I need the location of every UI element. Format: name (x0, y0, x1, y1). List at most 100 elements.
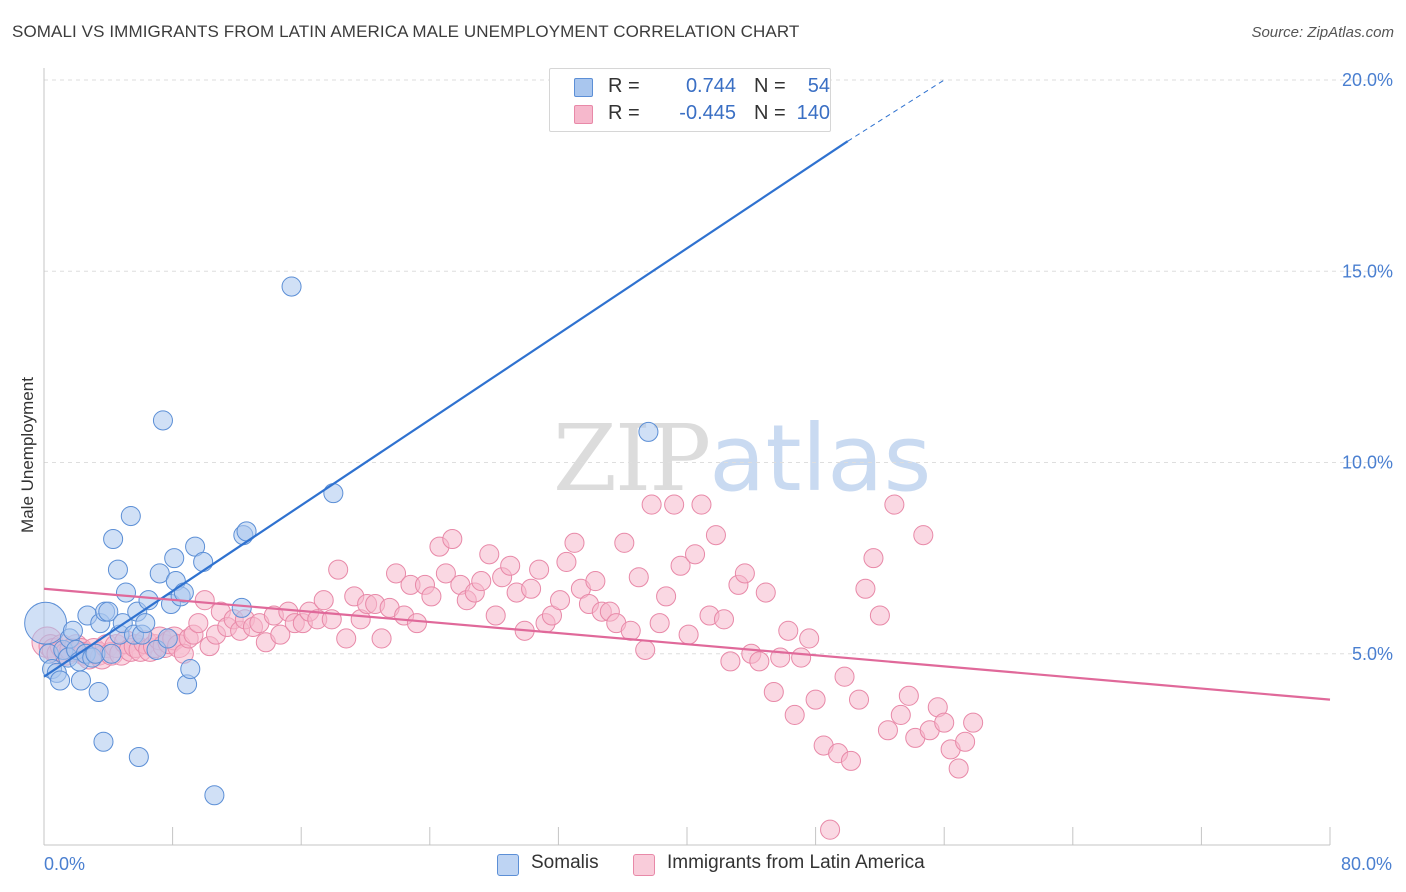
somali-point (157, 628, 178, 649)
latin-america-point (328, 559, 349, 580)
latin-america-point (691, 494, 712, 515)
somali-point (204, 785, 225, 806)
latin-america-point (784, 704, 805, 725)
legend-n-label: N = (754, 102, 786, 124)
latin-america-point (913, 525, 934, 546)
latin-america-point (556, 551, 577, 572)
latin-america-point (734, 563, 755, 584)
somali-point (88, 681, 109, 703)
somali-point (101, 643, 122, 664)
latin-america-point (471, 571, 492, 592)
latin-america-point (485, 605, 506, 626)
latin-america-point (685, 544, 706, 565)
series-label-somalis: Somalis (531, 852, 599, 873)
latin-america-point (641, 494, 662, 515)
latin-america-point (614, 532, 635, 553)
chart-title: SOMALI VS IMMIGRANTS FROM LATIN AMERICA … (12, 22, 800, 41)
somali-trend-line (43, 140, 849, 678)
somali-point (93, 731, 114, 752)
latin-america-point (848, 689, 870, 710)
latin-america-point (188, 613, 209, 634)
grid-lines (44, 79, 1378, 655)
latin-america-point (869, 605, 890, 626)
latin-america-point (620, 620, 641, 641)
somali-point (50, 670, 71, 691)
latin-america-point (500, 555, 521, 576)
somali-point (70, 670, 91, 691)
watermark-zip: ZIP (553, 405, 711, 512)
latin-america-point (194, 590, 215, 611)
latin-america-point (521, 578, 542, 599)
somali-point (164, 548, 185, 569)
legend-swatch-somalis (574, 78, 593, 97)
tick-labels: 5.0% 10.0% 15.0% 20.0% 0.0% 80.0% (44, 70, 1393, 874)
somali-point (281, 276, 302, 297)
latin-america-point (713, 609, 734, 630)
latin-america-point (270, 624, 291, 645)
latin-america-point (313, 590, 334, 611)
latin-america-point (435, 563, 456, 584)
series-legend: Somalis Immigrants from Latin America (0, 852, 1406, 878)
latin-america-point (934, 712, 955, 733)
latin-america-point (855, 578, 876, 599)
latin-america-point (955, 731, 976, 752)
somali-point (149, 563, 170, 584)
latin-america-point (877, 720, 898, 741)
watermark-atlas: atlas (709, 405, 932, 512)
latin-america-point (386, 563, 407, 584)
latin-america-point (421, 586, 442, 607)
series-label-latin-america: Immigrants from Latin America (667, 852, 925, 873)
latin-america-point (763, 681, 784, 703)
latin-america-point (898, 685, 919, 706)
latin-america-points (31, 494, 984, 840)
somali-point (107, 559, 128, 580)
latin-america-point (336, 628, 357, 649)
latin-america-point (670, 555, 691, 576)
y-axis-label: Male Unemployment (18, 377, 37, 533)
y-tick-label: 10.0% (1342, 453, 1393, 473)
somali-point (128, 747, 149, 768)
legend-r-label: R = (608, 102, 640, 124)
latin-america-point (406, 613, 427, 634)
latin-america-point (755, 582, 776, 603)
somali-point (103, 528, 124, 550)
latin-america-point (479, 544, 500, 565)
latin-america-point (834, 666, 855, 687)
somali-point (231, 597, 252, 618)
somali-point (62, 620, 83, 641)
legend-n-value: 140 (796, 102, 830, 124)
somali-trend-extension (847, 79, 945, 142)
latin-america-point (820, 819, 841, 840)
latin-america-point (705, 525, 726, 546)
series-swatch-latin-america (633, 854, 655, 876)
latin-america-point (863, 548, 884, 569)
legend-swatch-latin-america (574, 105, 593, 124)
somali-point (120, 506, 141, 527)
latin-america-point (778, 620, 799, 641)
legend-r-value: -0.445 (679, 102, 736, 124)
chart-source: Source: ZipAtlas.com (1251, 24, 1394, 41)
legend-n-value: 54 (807, 75, 830, 97)
latin-america-point (840, 750, 861, 771)
latin-america-point (884, 494, 905, 515)
legend-r-value: 0.744 (685, 75, 736, 97)
latin-america-point (628, 567, 649, 588)
correlation-legend: R = 0.744 N = 54 R = -0.445 N = 140 (549, 68, 831, 132)
latin-america-point (890, 704, 911, 725)
somali-point (180, 659, 201, 680)
somali-point (115, 582, 137, 603)
legend-r-label: R = (608, 75, 640, 97)
somali-point (638, 421, 659, 442)
somali-point (323, 483, 344, 504)
latin-america-point (549, 590, 571, 611)
latin-america-point (799, 628, 820, 649)
latin-america-point (656, 586, 677, 607)
latin-america-point (585, 571, 606, 592)
latin-america-point (720, 651, 741, 672)
somali-points (24, 276, 659, 806)
latin-america-point (529, 559, 550, 580)
latin-america-point (791, 647, 812, 668)
legend-n-label: N = (754, 75, 786, 97)
somali-point (98, 601, 119, 622)
watermark: ZIPatlas (553, 405, 932, 512)
